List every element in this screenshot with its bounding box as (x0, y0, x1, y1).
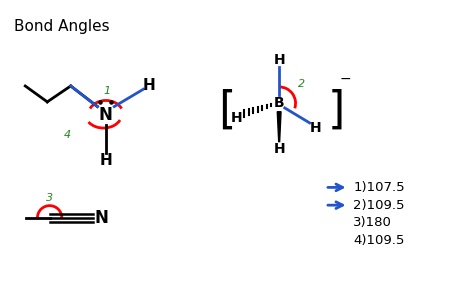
Text: H: H (273, 53, 285, 67)
Text: 1)107.5: 1)107.5 (353, 181, 405, 194)
Text: H: H (310, 121, 321, 135)
Text: N: N (99, 106, 113, 124)
Text: Bond Angles: Bond Angles (15, 19, 110, 34)
Text: 3)180: 3)180 (353, 217, 392, 229)
Text: B: B (274, 96, 284, 110)
Text: [: [ (218, 89, 236, 132)
Text: H: H (273, 142, 285, 156)
Text: 1: 1 (103, 86, 110, 96)
Text: 3: 3 (46, 193, 53, 203)
Text: 2: 2 (298, 79, 305, 89)
Text: 4: 4 (64, 130, 71, 140)
Text: 2)109.5: 2)109.5 (353, 199, 405, 212)
Polygon shape (277, 112, 281, 142)
Text: H: H (143, 78, 155, 94)
Text: N: N (95, 209, 109, 227)
Text: −: − (340, 72, 352, 86)
Text: H: H (230, 111, 242, 125)
Text: 4)109.5: 4)109.5 (353, 234, 404, 247)
Text: ]: ] (328, 89, 345, 132)
Text: H: H (100, 153, 112, 168)
